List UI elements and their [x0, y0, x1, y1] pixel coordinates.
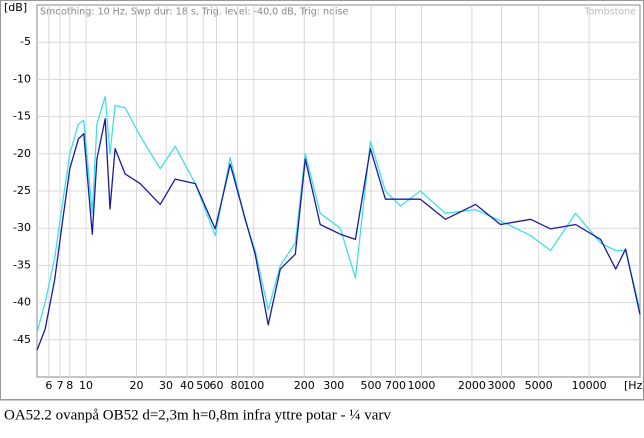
x-tick-label: 2000 — [458, 379, 486, 392]
y-tick-label: -20 — [13, 147, 31, 160]
x-tick-label: 100 — [243, 379, 264, 392]
watermark: Tombstone — [583, 7, 636, 18]
y-tick-label: -40 — [13, 296, 31, 309]
y-tick-label: -35 — [13, 258, 31, 271]
y-tick-label: -30 — [13, 221, 31, 234]
x-tick-label: 300 — [323, 379, 344, 392]
x-tick-label: 3000 — [487, 379, 515, 392]
x-tick-label: 7 — [57, 379, 64, 392]
x-axis-label: [Hz] — [624, 379, 644, 392]
x-tick-label: 8 — [66, 379, 73, 392]
y-tick-label: -10 — [13, 72, 31, 85]
y-tick-label: -5 — [20, 35, 31, 48]
x-tick-label: 30 — [159, 379, 173, 392]
x-tick-label: 200 — [294, 379, 315, 392]
series-line — [36, 118, 641, 351]
x-tick-label: 60 — [210, 379, 224, 392]
x-tick-label: 6 — [45, 379, 52, 392]
x-tick-label: 5000 — [525, 379, 553, 392]
x-tick-label: 500 — [360, 379, 381, 392]
x-tick-label: 40 — [180, 379, 194, 392]
x-tick-label: 10000 — [572, 379, 607, 392]
y-tick-label: -25 — [13, 184, 31, 197]
subtitle: Smoothing: 10 Hz, Swp dur: 18 s, Trig. l… — [40, 7, 348, 18]
x-tick-label: 10 — [79, 379, 93, 392]
x-tick-label: 20 — [130, 379, 144, 392]
y-tick-label: -45 — [13, 333, 31, 346]
y-tick-label: -15 — [13, 110, 31, 123]
y-axis-label: [dB] — [4, 1, 27, 14]
x-tick-label: 1000 — [407, 379, 435, 392]
x-tick-label: 80 — [230, 379, 244, 392]
x-tick-label: 50 — [196, 379, 210, 392]
caption: OA52.2 ovanpå OB52 d=2,3m h=0,8m infra y… — [4, 407, 391, 423]
x-tick-label: 700 — [385, 379, 406, 392]
